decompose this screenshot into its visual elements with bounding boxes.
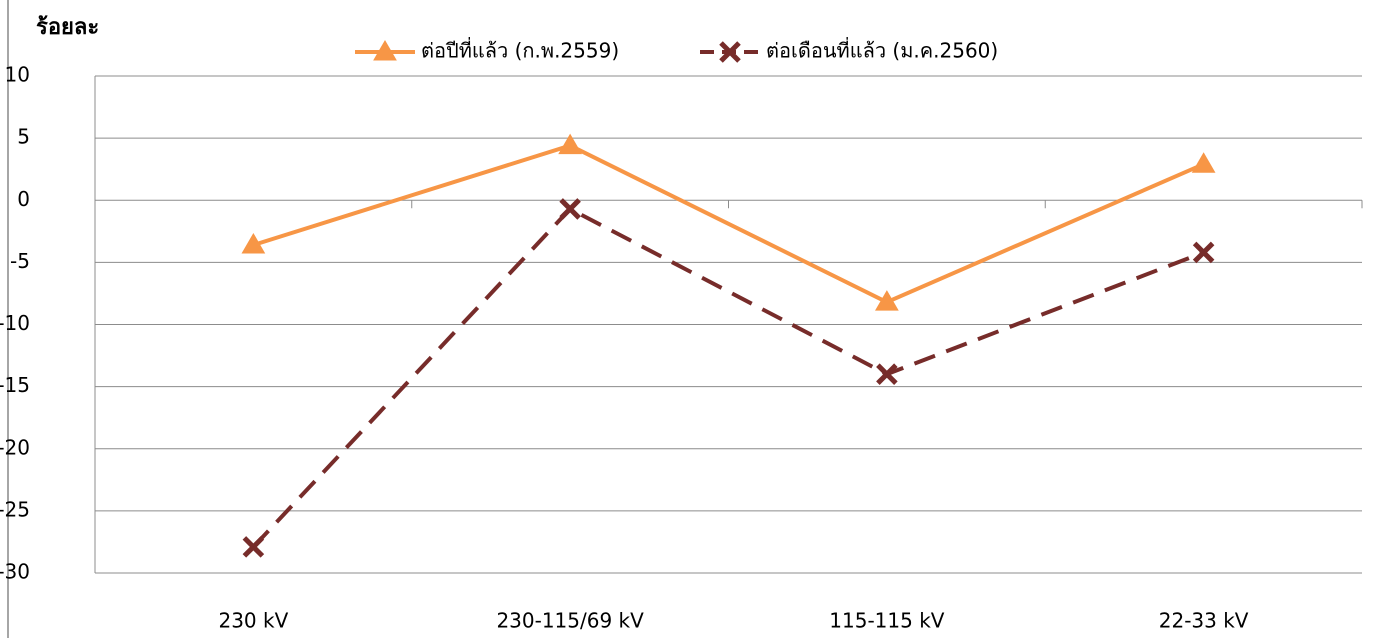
y-axis-label: ร้อยละ bbox=[36, 15, 99, 40]
data-point bbox=[558, 133, 582, 155]
y-tick-label: -30 bbox=[0, 560, 30, 584]
y-tick-label: -15 bbox=[0, 373, 30, 397]
data-point bbox=[876, 363, 898, 385]
x-tick-label: 230-115/69 kV bbox=[496, 609, 644, 633]
data-point bbox=[242, 536, 265, 558]
data-point bbox=[241, 232, 266, 254]
x-tick-label: 22-33 kV bbox=[1159, 609, 1249, 633]
legend-label: ต่อปีที่แล้ว (ก.พ.2559) bbox=[421, 37, 619, 63]
y-tick-label: -5 bbox=[10, 249, 30, 273]
legend-label: ต่อเดือนที่แล้ว (ม.ค.2560) bbox=[766, 37, 998, 63]
series-line bbox=[252, 143, 1205, 305]
series-line bbox=[251, 206, 1205, 549]
y-tick-label: 10 bbox=[5, 63, 30, 87]
x-tick-label: 115-115 kV bbox=[829, 609, 945, 633]
y-tick-label: -25 bbox=[0, 497, 30, 521]
y-tick-label: 5 bbox=[17, 125, 30, 149]
data-point bbox=[559, 198, 581, 220]
y-tick-label: 0 bbox=[17, 187, 30, 211]
legend-marker bbox=[373, 40, 397, 61]
y-tick-label: -20 bbox=[0, 435, 30, 459]
y-tick-label: -10 bbox=[0, 311, 30, 335]
data-point bbox=[1192, 241, 1215, 264]
data-point bbox=[875, 290, 899, 311]
x-tick-label: 230 kV bbox=[218, 609, 288, 633]
legend-marker bbox=[719, 41, 741, 63]
data-point bbox=[1191, 152, 1216, 173]
